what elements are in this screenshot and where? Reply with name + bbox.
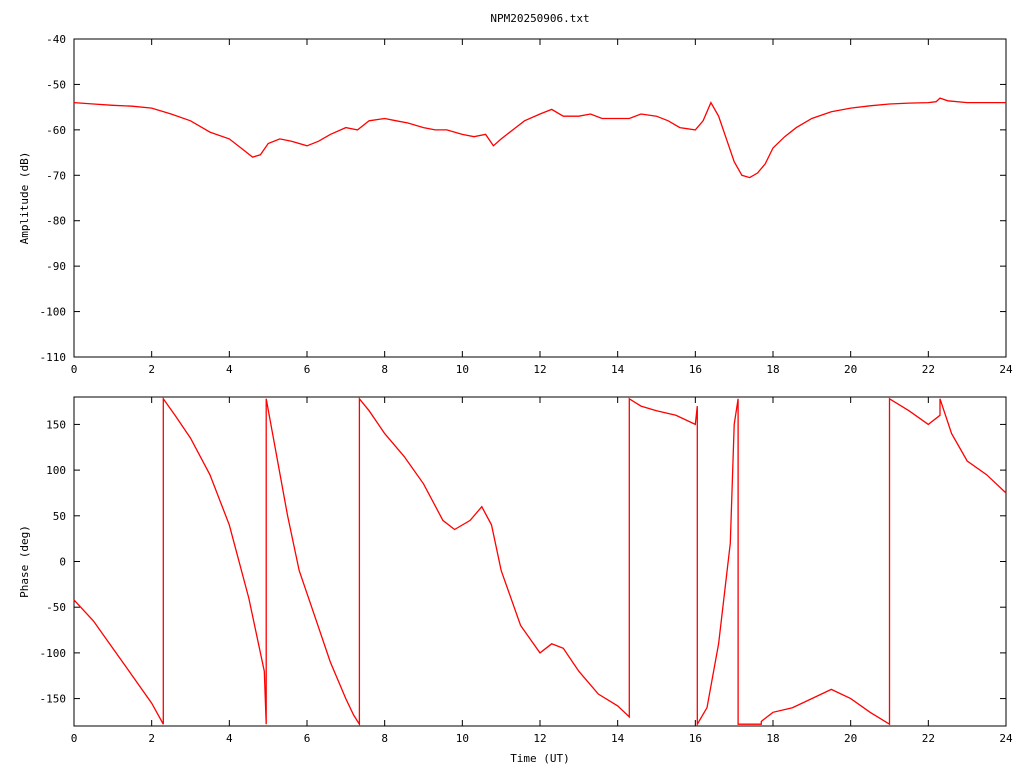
x-tick-label: 14	[611, 732, 625, 745]
y-tick-label: 0	[59, 556, 66, 569]
x-tick-label: 18	[766, 732, 779, 745]
x-tick-label: 0	[71, 732, 78, 745]
y-tick-label: -60	[46, 124, 66, 137]
y-tick-label: -40	[46, 33, 66, 46]
y-axis-label: Amplitude (dB)	[18, 152, 31, 245]
x-tick-label: 16	[689, 732, 702, 745]
x-tick-label: 10	[456, 732, 469, 745]
y-axis-label: Phase (deg)	[18, 525, 31, 598]
x-tick-label: 2	[148, 363, 155, 376]
plot-frame-0	[73, 38, 1007, 358]
x-tick-label: 8	[381, 363, 388, 376]
x-tick-label: 24	[999, 363, 1013, 376]
x-tick-label: 0	[71, 363, 78, 376]
x-tick-label: 6	[304, 732, 311, 745]
y-tick-label: 150	[46, 418, 66, 431]
y-tick-label: -90	[46, 260, 66, 273]
y-tick-label: -110	[40, 351, 67, 364]
y-tick-label: -100	[40, 647, 67, 660]
x-tick-label: 18	[766, 363, 779, 376]
y-tick-label: -100	[40, 306, 67, 319]
x-tick-label: 2	[148, 732, 155, 745]
data-series-line-0-0	[73, 97, 1006, 179]
x-tick-label: 8	[381, 732, 388, 745]
y-tick-label: 100	[46, 464, 66, 477]
x-tick-label: 6	[304, 363, 311, 376]
x-axis-label: Time (UT)	[510, 752, 570, 765]
x-tick-label: 4	[226, 363, 233, 376]
x-tick-label: 12	[533, 732, 546, 745]
x-tick-label: 20	[844, 363, 857, 376]
x-tick-label: 20	[844, 732, 857, 745]
y-tick-label: -50	[46, 78, 66, 91]
y-tick-label: -150	[40, 693, 67, 706]
plot-frame-1	[73, 396, 1007, 727]
chart-title: NPM20250906.txt	[490, 12, 589, 25]
x-tick-label: 10	[456, 363, 469, 376]
y-tick-label: -70	[46, 169, 66, 182]
y-tick-label: 50	[53, 510, 66, 523]
x-tick-label: 16	[689, 363, 702, 376]
y-tick-label: -80	[46, 215, 66, 228]
x-tick-label: 22	[922, 363, 935, 376]
x-tick-label: 14	[611, 363, 625, 376]
x-tick-label: 22	[922, 732, 935, 745]
x-tick-label: 24	[999, 732, 1013, 745]
data-series-line-1-0	[73, 396, 1007, 727]
x-tick-label: 4	[226, 732, 233, 745]
y-tick-label: -50	[46, 601, 66, 614]
x-tick-label: 12	[533, 363, 546, 376]
